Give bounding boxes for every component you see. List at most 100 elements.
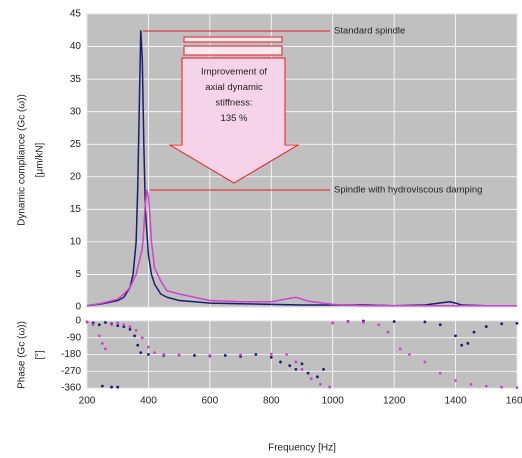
annotation: Standard spindle: [334, 26, 405, 37]
point: [398, 347, 402, 351]
x-tick-label: 1400: [444, 396, 467, 407]
point: [128, 327, 132, 331]
marker: [183, 36, 283, 43]
point: [408, 353, 411, 356]
point: [139, 351, 143, 355]
point: [322, 367, 325, 371]
point: [116, 324, 120, 328]
point: [377, 323, 381, 327]
point: [100, 384, 104, 388]
point: [177, 353, 181, 357]
y-tick-label: 20: [70, 171, 82, 182]
point: [153, 351, 156, 355]
y-tick-label: 5: [75, 269, 81, 280]
point: [110, 385, 113, 389]
point: [110, 323, 113, 327]
point: [300, 362, 304, 366]
point: [331, 321, 335, 325]
series-line: [86, 189, 517, 307]
point: [122, 323, 126, 327]
x-tick-label: 200: [79, 396, 96, 407]
point: [319, 382, 322, 386]
point: [97, 323, 101, 327]
x-axis-label: Frequency [Hz]: [268, 443, 336, 454]
point: [104, 321, 107, 324]
y-tick-label: 35: [70, 74, 82, 85]
point: [223, 354, 227, 357]
point: [438, 371, 442, 375]
point: [500, 385, 504, 389]
point: [460, 343, 464, 347]
y-tick-label: -270: [61, 366, 81, 377]
point: [128, 325, 132, 328]
point: [100, 341, 104, 345]
marker: [183, 45, 283, 56]
point: [315, 375, 319, 379]
point: [466, 341, 470, 345]
point: [300, 367, 304, 371]
point: [515, 321, 519, 325]
annotation: Spindle with hydroviscous damping: [334, 185, 482, 196]
y-tick-label: 10: [70, 237, 82, 248]
point: [147, 353, 150, 356]
y-tick-label: -180: [61, 349, 81, 360]
point: [116, 385, 120, 389]
annotation: stiffness:: [215, 98, 252, 109]
point: [515, 386, 519, 390]
x-tick-label: 800: [263, 396, 280, 407]
arrow: [168, 57, 300, 184]
y-tick-label: 45: [70, 9, 82, 20]
point: [239, 353, 242, 357]
point: [472, 330, 476, 334]
point: [500, 322, 504, 326]
point: [288, 364, 292, 368]
point: [279, 360, 282, 364]
point: [423, 320, 427, 324]
y-axis-unit: [μm/kN]: [35, 142, 46, 177]
x-tick-label: 1000: [322, 396, 345, 407]
point: [423, 360, 427, 364]
point: [134, 328, 138, 332]
point: [104, 347, 107, 351]
y-tick-label: 0: [75, 316, 81, 327]
point: [136, 343, 140, 347]
y-tick-label: 25: [70, 139, 82, 150]
y-tick-label: -90: [67, 332, 82, 343]
point: [97, 334, 101, 338]
point: [454, 334, 457, 338]
point: [162, 353, 166, 356]
plot-area: [86, 13, 518, 308]
point: [147, 345, 150, 349]
y-tick-label: 30: [70, 106, 82, 117]
annotation: axial dynamic: [205, 82, 263, 93]
y-axis-unit: [°]: [35, 350, 46, 360]
point: [392, 320, 396, 323]
y-axis-label: Dynamic compliance (Gc (ω)): [17, 94, 28, 226]
point: [285, 353, 289, 356]
point: [484, 384, 488, 388]
point: [116, 321, 120, 325]
point: [294, 367, 298, 371]
point: [309, 377, 313, 381]
y-tick-label: 40: [70, 41, 82, 52]
point: [269, 352, 273, 356]
point: [469, 382, 473, 386]
point: [133, 334, 137, 338]
point: [254, 353, 258, 356]
point: [306, 371, 310, 375]
y-tick-label: -360: [61, 383, 81, 394]
point: [294, 360, 298, 364]
point: [346, 320, 350, 324]
x-tick-label: 600: [202, 396, 219, 407]
point: [208, 354, 212, 357]
y-tick-label: 0: [75, 302, 81, 313]
x-tick-label: 1600: [506, 396, 522, 407]
y-tick-label: 15: [70, 204, 82, 215]
point: [193, 354, 196, 357]
x-tick-label: 1200: [383, 396, 406, 407]
point: [85, 320, 89, 324]
point: [362, 321, 365, 324]
x-tick-label: 400: [140, 396, 157, 407]
point: [484, 325, 488, 328]
